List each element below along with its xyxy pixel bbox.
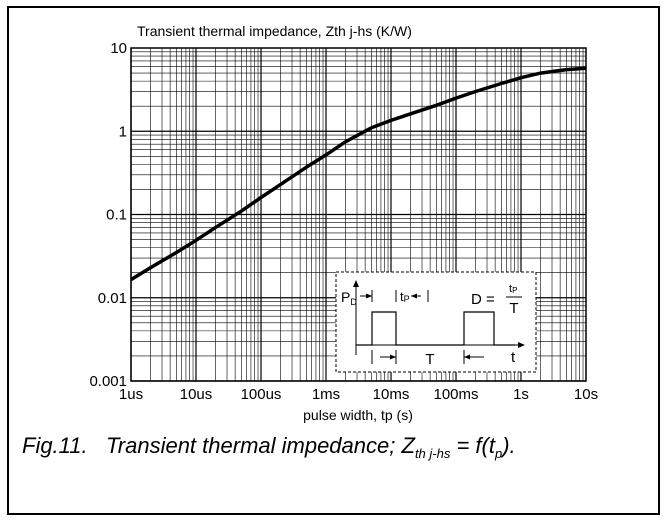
formula-lhs: D = (471, 291, 495, 308)
y-tick-label: 0.01 (98, 290, 127, 307)
inset-x-arrow (518, 342, 525, 348)
plot-area (130, 47, 587, 382)
tp-left-arrowhead (366, 293, 372, 299)
figure-frame (7, 6, 660, 515)
x-tick-label: 10ms (373, 386, 410, 403)
x-tick-label: 10us (180, 386, 213, 403)
period-left-arrowhead (390, 354, 396, 360)
x-axis-label: pulse width, tp (s) (303, 407, 413, 423)
caption-eq: = f(t (450, 433, 495, 458)
caption-t-sub: p (494, 446, 503, 461)
x-tick-label: 1us (119, 386, 143, 403)
x-tick-label: 1ms (312, 386, 340, 403)
inset-y-arrow (353, 280, 359, 287)
caption-z: Z (401, 433, 415, 458)
x-tick-label: 1s (513, 386, 529, 403)
formula-denominator: T (509, 300, 518, 317)
figure-number: Fig.11. (22, 433, 88, 458)
tp-right-arrowhead (411, 293, 417, 299)
x-tick-label: 10s (574, 386, 598, 403)
period-label: T (425, 351, 434, 368)
pulse-train (356, 311, 515, 346)
figure-caption: Fig.11. Transient thermal impedance; Zth… (22, 433, 516, 461)
pulse-diagram-inset: PD tP T t D = tP T (335, 271, 537, 373)
caption-end: ). (502, 433, 516, 458)
x-tick-label: 100ms (433, 386, 478, 403)
chart-title: Transient thermal impedance, Zth j-hs (K… (137, 23, 412, 39)
y-tick-label: 1 (119, 123, 127, 140)
y-tick-label: 10 (110, 40, 127, 57)
tick-labels: 1us 10us 100us 1ms 10ms 100ms 1s 10s 0.001 0.01 0.… (89, 40, 598, 403)
grid (130, 48, 586, 382)
formula-numerator: tP (509, 283, 517, 295)
caption-z-sub: th j-hs (414, 446, 451, 461)
zth-curve (130, 66, 587, 282)
tp-label: tP (400, 289, 410, 304)
y-tick-label: 0.001 (89, 373, 127, 390)
pd-label: PD (341, 289, 357, 307)
x-tick-label: 100us (241, 386, 282, 403)
time-label: t (511, 349, 516, 366)
y-tick-label: 0.1 (106, 207, 127, 224)
period-right-arrowhead (464, 354, 470, 360)
inset-box (335, 271, 537, 373)
caption-text: Transient thermal impedance; (105, 433, 402, 458)
